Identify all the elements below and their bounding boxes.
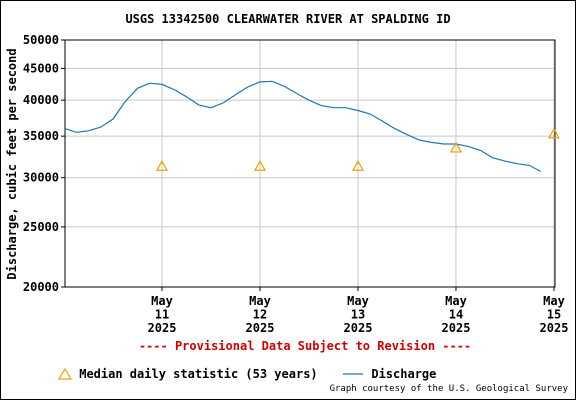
credit-text: Graph courtesy of the U.S. Geological Su… [329, 384, 568, 394]
x-tick-label: 13 [351, 308, 365, 322]
legend: Median daily statistic (53 years) Discha… [57, 366, 437, 381]
legend-discharge-label: Discharge [371, 366, 437, 381]
x-tick-label: 11 [155, 308, 169, 322]
chart-title: USGS 13342500 CLEARWATER RIVER AT SPALDI… [125, 12, 451, 26]
legend-median-marker [57, 367, 73, 381]
median-marker [449, 141, 462, 153]
x-tick-label: May [543, 294, 565, 308]
y-tick-label: 35000 [23, 129, 59, 143]
x-tick-label: 2025 [246, 321, 275, 335]
median-marker [351, 160, 364, 171]
y-tick-label: 30000 [23, 171, 59, 185]
x-tick-label: 12 [253, 308, 267, 322]
x-tick-label: May [347, 294, 369, 308]
x-tick-label: May [249, 294, 271, 308]
x-tick-label: 14 [449, 308, 463, 322]
plot-area [64, 39, 556, 288]
legend-discharge-line [342, 367, 364, 381]
median-marker [253, 160, 266, 171]
y-tick-label: 50000 [23, 33, 59, 47]
x-tick-label: May [151, 294, 173, 308]
x-tick-label: 2025 [540, 321, 569, 335]
x-tick-label: May [445, 294, 467, 308]
provisional-notice: ---- Provisional Data Subject to Revisio… [138, 339, 472, 353]
x-tick-label: 2025 [344, 321, 373, 335]
median-marker [547, 127, 560, 139]
median-marker [155, 160, 168, 171]
legend-median-label: Median daily statistic (53 years) [79, 366, 318, 381]
y-tick-label: 20000 [23, 280, 59, 294]
x-tick-label: 2025 [148, 321, 177, 335]
x-tick-label: 2025 [442, 321, 471, 335]
y-tick-label: 45000 [23, 61, 59, 75]
y-tick-label: 25000 [23, 220, 59, 234]
x-tick-label: 15 [547, 308, 561, 322]
discharge-line [64, 80, 541, 173]
y-tick-label: 40000 [23, 93, 59, 107]
